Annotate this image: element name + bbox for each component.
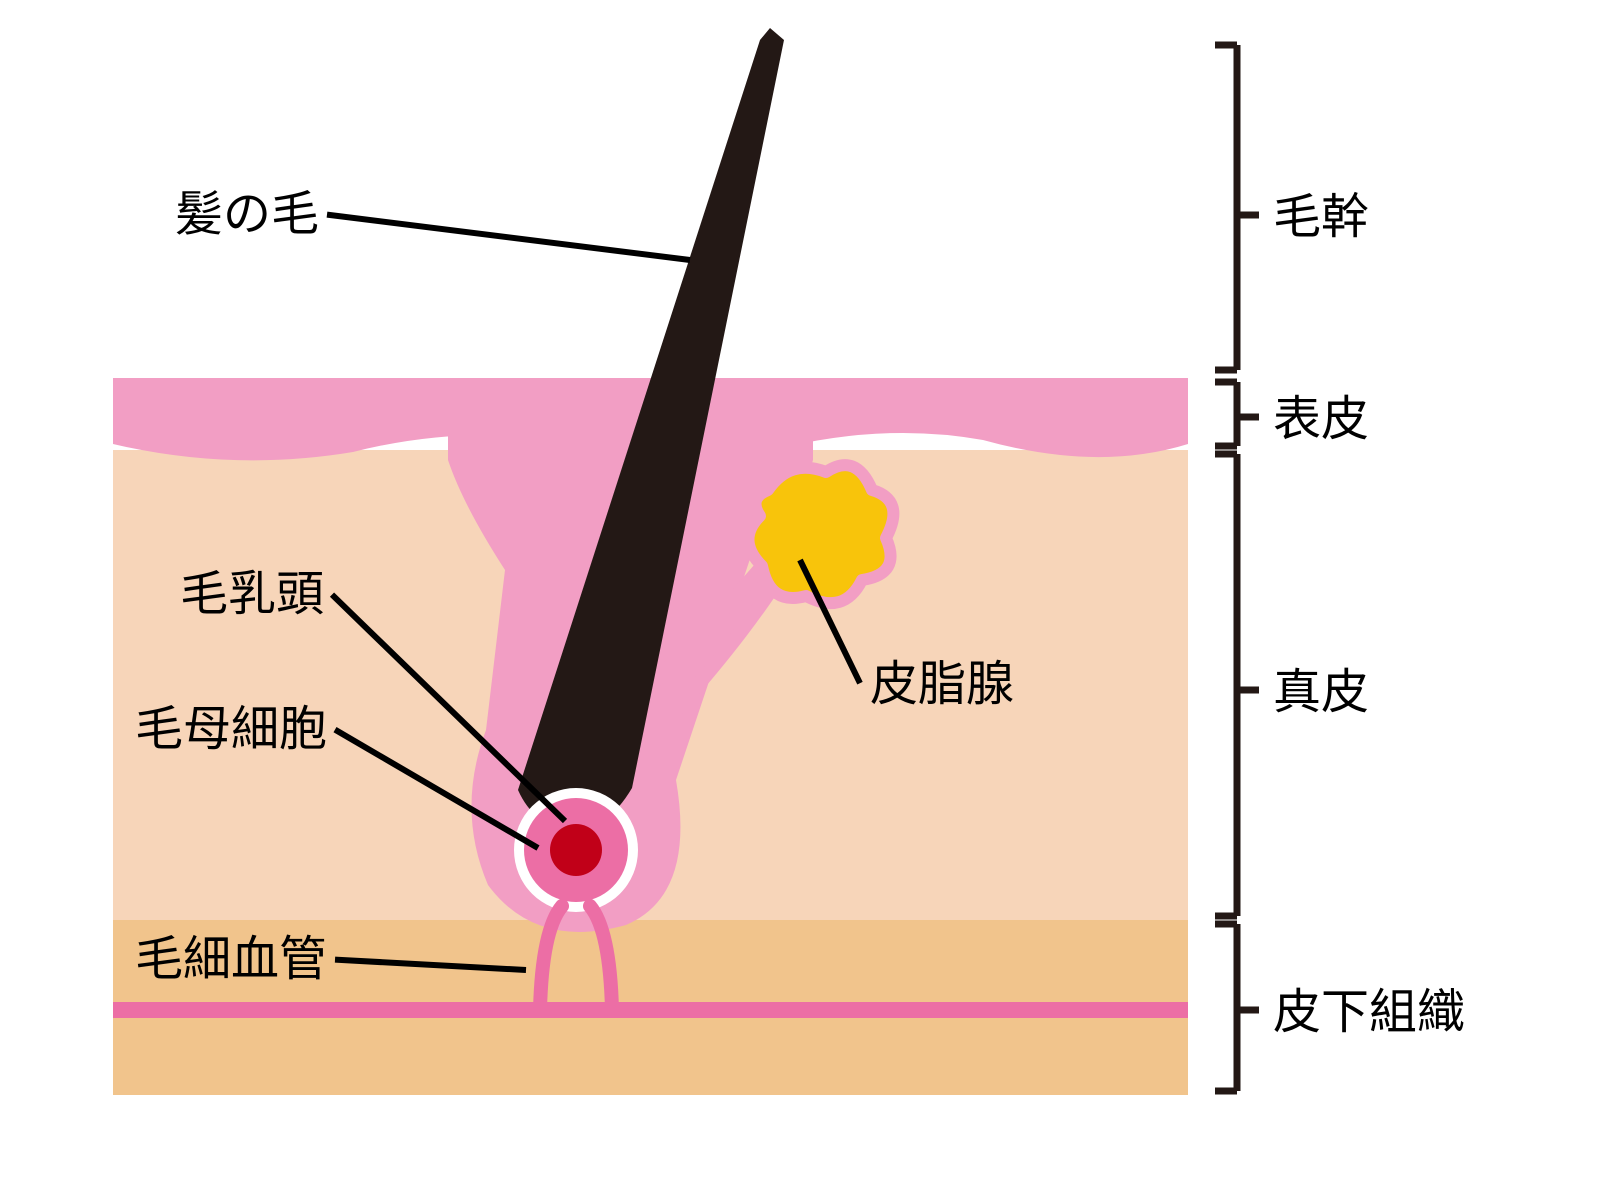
dermis-bracket: 真皮 [1215,454,1369,916]
hair-leader [327,215,690,260]
papilla-label: 毛乳頭 [180,568,324,621]
matrix-label: 毛母細胞 [135,703,327,756]
subcutaneous-label: 皮下組織 [1273,986,1465,1039]
sebaceous-gland [748,465,893,603]
shaft-bracket: 毛幹 [1215,45,1369,370]
capillary-label: 毛細血管 [135,933,327,986]
epidermis-bracket: 表皮 [1215,382,1369,446]
hair-matrix-core [550,824,602,876]
hair-label: 髪の毛 [175,188,319,241]
epidermis-label: 表皮 [1273,393,1369,446]
sebaceous-label: 皮脂腺 [870,658,1014,711]
shaft-label: 毛幹 [1273,191,1369,244]
dermis-label: 真皮 [1273,666,1369,719]
subcutaneous-bracket: 皮下組織 [1215,924,1465,1091]
